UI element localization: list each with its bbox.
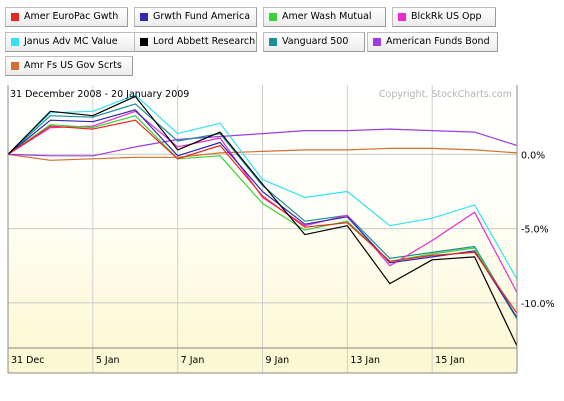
legend-button[interactable]: Janus Adv MC Value	[5, 32, 140, 52]
legend-button[interactable]: Amr Fs US Gov Scrts	[5, 56, 133, 76]
legend-label: American Funds Bond	[386, 36, 490, 47]
legend-label: Amer Wash Mutual	[282, 11, 372, 22]
x-tick-label: 13 Jan	[350, 355, 380, 366]
legend: Amer EuroPac Gwth Grwth Fund America Amer …	[0, 0, 564, 80]
y-tick-label: -10.0%	[521, 299, 555, 310]
legend-swatch	[140, 38, 148, 46]
series-line	[7, 119, 518, 314]
legend-swatch	[269, 13, 277, 21]
legend-label: Vanguard 500	[282, 36, 349, 47]
legend-swatch	[398, 13, 406, 21]
legend-swatch	[373, 38, 381, 46]
legend-button[interactable]: BlckRk US Opp	[392, 7, 496, 27]
y-tick-label: -5.0%	[521, 225, 549, 236]
x-tick-label: 5 Jan	[96, 355, 120, 366]
series-line	[7, 147, 518, 161]
legend-button[interactable]: American Funds Bond	[367, 32, 498, 52]
x-tick-label: 15 Jan	[435, 355, 465, 366]
legend-label: BlckRk US Opp	[411, 11, 482, 22]
x-tick-label: 7 Jan	[181, 355, 205, 366]
legend-button[interactable]: Amer Wash Mutual	[263, 7, 386, 27]
series-line	[7, 103, 518, 319]
x-tick-label: 9 Jan	[266, 355, 290, 366]
legend-swatch	[11, 62, 19, 70]
series-line	[7, 109, 518, 319]
series-line	[7, 95, 518, 347]
legend-button[interactable]: Amer EuroPac Gwth	[5, 7, 128, 27]
copyright-label: Copyright, StockCharts.com	[379, 89, 512, 100]
series-line	[7, 110, 518, 293]
legend-swatch	[11, 38, 19, 46]
series-line	[7, 94, 518, 280]
legend-swatch	[269, 38, 277, 46]
series-line	[7, 128, 518, 157]
legend-label: Amer EuroPac Gwth	[24, 11, 119, 22]
legend-label: Lord Abbett Research	[153, 36, 256, 47]
legend-label: Janus Adv MC Value	[24, 36, 118, 47]
legend-label: Grwth Fund America	[153, 11, 251, 22]
y-tick-label: 0.0%	[521, 150, 545, 161]
date-range-label: 31 December 2008 - 20 January 2009	[10, 89, 189, 100]
legend-button[interactable]: Vanguard 500	[263, 32, 365, 52]
legend-label: Amr Fs US Gov Scrts	[24, 60, 122, 71]
legend-button[interactable]: Grwth Fund America	[134, 7, 257, 27]
legend-swatch	[11, 13, 19, 21]
legend-button[interactable]: Lord Abbett Research	[134, 32, 257, 52]
series-line	[7, 115, 518, 320]
legend-swatch	[140, 13, 148, 21]
x-tick-label: 31 Dec	[11, 355, 45, 366]
